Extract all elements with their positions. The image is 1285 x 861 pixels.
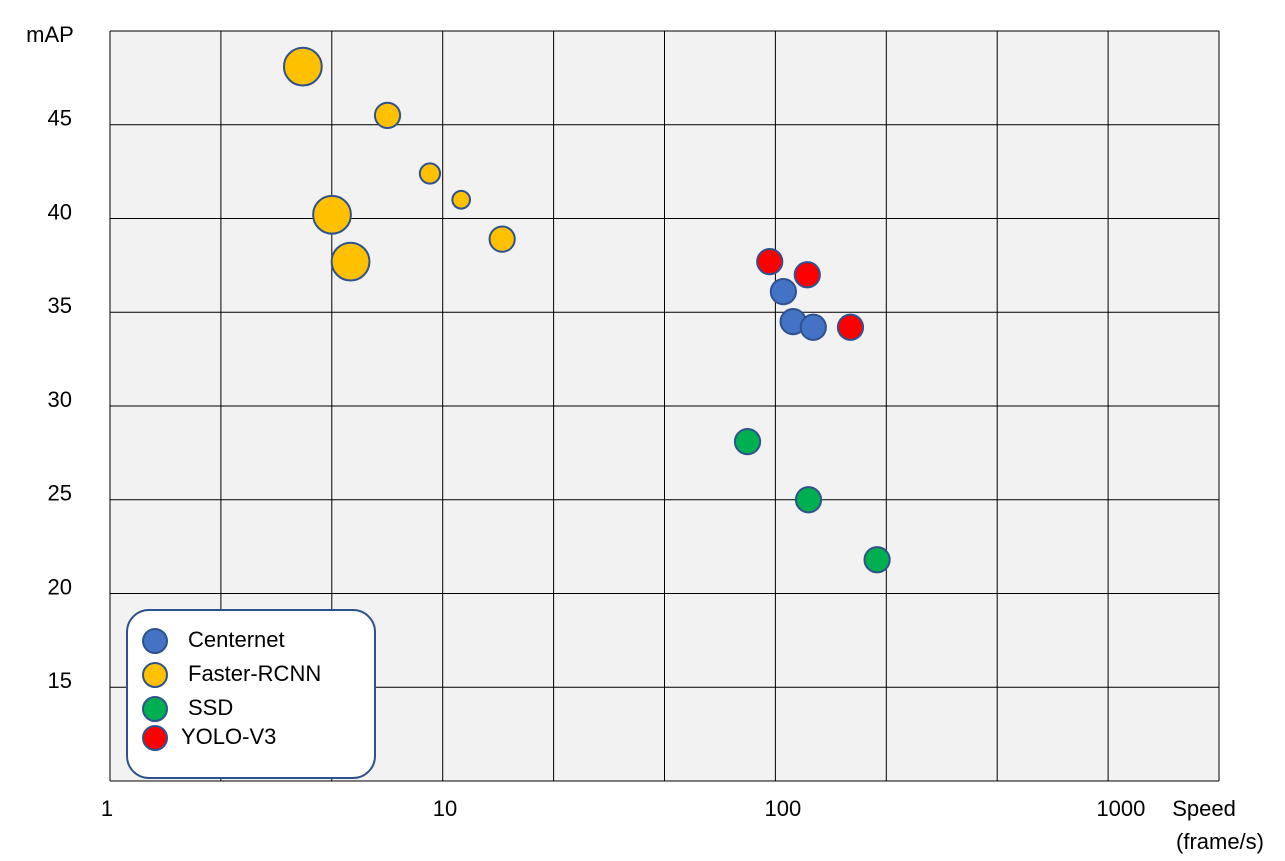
bubble — [793, 261, 821, 289]
y-tick-label: 20 — [48, 574, 72, 599]
bubble — [733, 428, 762, 456]
y-tick-label: 45 — [48, 106, 72, 131]
y-tick-label: 25 — [48, 481, 72, 506]
bubble — [488, 225, 516, 253]
bubble — [799, 313, 827, 341]
bubble — [418, 162, 442, 185]
y-tick-label: 35 — [48, 293, 72, 318]
bubble — [373, 101, 402, 129]
legend-box — [126, 609, 376, 779]
bubble — [451, 189, 472, 210]
x-tick-label: 100 — [765, 796, 802, 821]
legend: Centernet Faster-RCNN SSD YOLO-V3 — [126, 609, 376, 779]
x-tick-label: 1000 — [1096, 796, 1145, 821]
bubble — [312, 194, 352, 235]
legend-label: Centernet — [188, 627, 285, 652]
x-axis-label: Speed — [1172, 796, 1236, 821]
legend-label: SSD — [188, 695, 233, 720]
x-axis-label: (frame/s) — [1176, 829, 1264, 854]
legend-marker — [142, 628, 168, 654]
bubble — [863, 546, 891, 574]
y-tick-label: 40 — [48, 199, 72, 224]
legend-label: YOLO-V3 — [181, 724, 276, 749]
bubble — [330, 241, 371, 282]
x-tick-label: 1 — [101, 796, 113, 821]
x-tick-label: 10 — [433, 796, 457, 821]
y-tick-label: 30 — [48, 387, 72, 412]
bubble — [756, 248, 784, 276]
y-axis-label: mAP — [26, 22, 74, 47]
bubble — [794, 486, 823, 514]
bubble — [282, 46, 323, 87]
legend-marker — [142, 725, 168, 751]
y-tick-label: 15 — [48, 668, 72, 693]
legend-marker — [142, 696, 168, 722]
legend-marker — [142, 662, 168, 688]
bubble — [836, 313, 865, 341]
legend-label: Faster-RCNN — [188, 661, 321, 686]
bubble — [769, 278, 797, 306]
